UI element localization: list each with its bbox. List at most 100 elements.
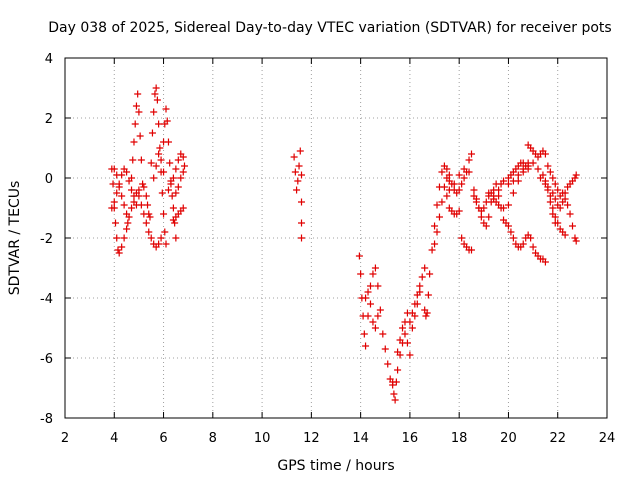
grid-lines: [65, 58, 607, 418]
data-point: [157, 156, 165, 164]
data-point: [399, 324, 407, 332]
data-point: [153, 96, 161, 104]
data-point: [460, 165, 468, 173]
data-point: [509, 177, 517, 185]
data-point: [450, 180, 458, 188]
data-point: [369, 270, 377, 278]
data-point: [296, 147, 304, 155]
x-tick-label: 20: [500, 431, 517, 446]
data-point: [169, 174, 177, 182]
y-tick-label: 0: [45, 172, 53, 187]
data-point: [145, 210, 153, 218]
data-point: [384, 360, 392, 368]
data-point: [132, 102, 140, 110]
data-point: [369, 318, 377, 326]
data-point: [155, 150, 163, 158]
data-point: [509, 189, 517, 197]
data-point: [546, 198, 554, 206]
data-point: [376, 306, 384, 314]
data-point: [174, 183, 182, 191]
data-point: [433, 228, 441, 236]
data-point: [172, 165, 180, 173]
data-point: [445, 177, 453, 185]
data-point: [524, 165, 532, 173]
data-point: [290, 153, 298, 161]
data-point: [529, 243, 537, 251]
data-point: [455, 207, 463, 215]
data-point: [435, 213, 443, 221]
x-tick-label: 12: [303, 431, 320, 446]
data-point: [551, 195, 559, 203]
x-tick-label: 8: [209, 431, 217, 446]
data-point: [108, 204, 116, 212]
data-point: [477, 213, 485, 221]
axis-ticks: [64, 57, 608, 419]
data-point: [541, 150, 549, 158]
data-point: [556, 204, 564, 212]
data-point: [536, 174, 544, 182]
data-point: [135, 108, 143, 116]
data-point: [546, 168, 554, 176]
data-point: [137, 201, 145, 209]
data-point: [128, 204, 136, 212]
data-point: [504, 222, 512, 230]
data-point: [123, 225, 131, 233]
data-point: [472, 195, 480, 203]
data-point: [519, 240, 527, 248]
data-point: [118, 243, 126, 251]
data-point: [485, 189, 493, 197]
data-point: [166, 159, 174, 167]
data-point: [443, 165, 451, 173]
data-point: [142, 219, 150, 227]
data-point: [362, 294, 370, 302]
data-point: [559, 198, 567, 206]
data-point: [495, 192, 503, 200]
data-point: [482, 222, 490, 230]
data-point: [146, 213, 154, 221]
data-point: [179, 153, 187, 161]
data-point: [129, 156, 137, 164]
data-point: [180, 162, 188, 170]
data-point: [140, 183, 148, 191]
data-point: [549, 189, 557, 197]
data-point: [362, 342, 370, 350]
data-point: [162, 105, 170, 113]
data-point: [298, 234, 306, 242]
data-point: [147, 159, 155, 167]
data-point: [298, 171, 306, 179]
data-point: [298, 219, 306, 227]
data-point: [174, 156, 182, 164]
data-point: [416, 288, 424, 296]
data-point: [413, 300, 421, 308]
data-point: [440, 183, 448, 191]
x-tick-label: 18: [451, 431, 468, 446]
data-point: [544, 162, 552, 170]
data-point: [169, 204, 177, 212]
y-tick-label: -8: [40, 412, 53, 427]
y-axis-label: SDTVAR / TECUs: [7, 181, 23, 296]
data-point: [390, 390, 398, 398]
data-point: [428, 246, 436, 254]
data-point: [112, 219, 120, 227]
data-point: [561, 189, 569, 197]
data-point: [381, 345, 389, 353]
data-point: [421, 264, 429, 272]
data-point: [394, 366, 402, 374]
data-point: [109, 180, 117, 188]
data-point: [295, 162, 303, 170]
data-point: [392, 378, 400, 386]
data-point: [564, 201, 572, 209]
data-point: [113, 234, 121, 242]
data-point: [293, 186, 301, 194]
data-point: [144, 201, 152, 209]
data-point: [396, 336, 404, 344]
data-point: [423, 309, 431, 317]
y-tick-label: -4: [40, 292, 53, 307]
data-point: [566, 210, 574, 218]
x-tick-label: 6: [159, 431, 167, 446]
data-point: [541, 180, 549, 188]
data-point: [572, 171, 580, 179]
data-point: [172, 189, 180, 197]
data-point: [455, 186, 463, 194]
